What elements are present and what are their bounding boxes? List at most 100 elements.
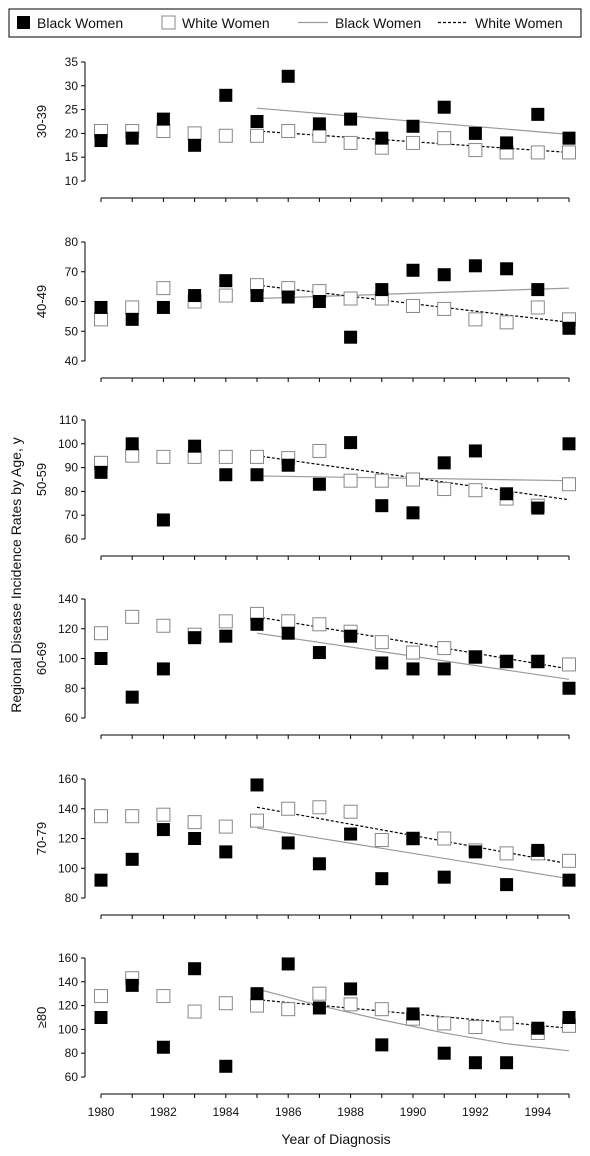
black-women-point (406, 119, 420, 133)
black-women-point (125, 978, 139, 992)
white-women-point (468, 312, 483, 327)
white-women-point (125, 448, 140, 463)
y-tick-label: 140 (58, 975, 78, 989)
y-tick-label: 110 (59, 413, 78, 427)
white-women-point (499, 846, 514, 861)
black-women-point (344, 112, 358, 126)
y-tick-label: 100 (58, 437, 78, 451)
white-women-point (343, 291, 358, 306)
white-women-point (156, 618, 171, 633)
black-women-point (406, 1007, 420, 1021)
black-women-point (406, 832, 420, 845)
black-women-point (219, 845, 233, 859)
x-tick-label: 1990 (400, 1105, 427, 1119)
black-women-point (94, 873, 108, 887)
white-women-point (156, 281, 171, 296)
black-women-point (219, 274, 233, 288)
white-women-point (218, 288, 233, 303)
black-women-point (94, 1011, 108, 1024)
x-tick-label: 1986 (275, 1105, 302, 1119)
black-women-point (531, 654, 545, 668)
white-women-point (281, 801, 296, 816)
black-women-point (437, 662, 451, 676)
black-women-point (188, 962, 202, 976)
y-tick-label: 60 (65, 295, 79, 309)
panel-label: 30-39 (34, 105, 49, 138)
white-women-point (437, 131, 452, 146)
white-women-point (562, 145, 576, 160)
black-women-point (156, 1040, 170, 1054)
white-women-point (94, 312, 108, 327)
panel-label: 70-79 (34, 822, 49, 855)
black-women-point (500, 136, 514, 150)
black-women-point (156, 823, 170, 837)
black-women-point (188, 289, 202, 303)
legend-label: White Women (182, 15, 270, 31)
black-women-point (375, 131, 389, 145)
white-women-point (312, 617, 327, 632)
white-women-point (312, 128, 327, 143)
white-women-point (437, 301, 452, 316)
white-women-point (406, 298, 420, 313)
y-tick-label: 40 (65, 354, 79, 368)
white-women-point (437, 1016, 452, 1031)
black-women-point (219, 629, 233, 643)
black-women-point (531, 1021, 545, 1035)
black-women-point (281, 957, 295, 971)
white-women-point (312, 800, 327, 815)
panel-5: 80 100 120 140 160 70-79 (34, 772, 576, 919)
panel-4: 60 80 100 120 140 60-69 (34, 592, 576, 739)
black-women-point (312, 646, 326, 660)
black-women-point (312, 857, 326, 871)
panel-2: 40 50 60 70 80 40-49 (34, 235, 576, 382)
legend-white-square-icon (161, 15, 176, 30)
white-women-point (250, 449, 264, 464)
white-women-point (218, 819, 233, 834)
black-women-point (468, 259, 482, 273)
panel-6: 60 80 100 120 140 160 ≥80 (34, 951, 576, 1098)
panel-label: ≥80 (34, 1007, 49, 1029)
black-women-point (312, 1001, 326, 1015)
black-women-point (500, 487, 514, 501)
y-tick-label: 160 (58, 951, 78, 965)
black-women-point (125, 131, 139, 145)
panel-label: 40-49 (34, 285, 49, 318)
black-women-point (375, 872, 389, 886)
black-women-trend-line (256, 988, 570, 1052)
white-women-point (312, 443, 327, 458)
black-women-point (125, 437, 139, 451)
black-women-point (468, 1056, 482, 1070)
y-tick-label: 100 (58, 1022, 78, 1036)
x-tick-label: 1980 (88, 1105, 115, 1119)
panels: 10 15 20 25 30 35 30-39 40 50 60 70 80 40-49 60 70 80 90… (34, 55, 576, 1098)
y-axis-title: Regional Disease Incidence Rates by Age,… (8, 437, 24, 713)
white-women-point (187, 126, 202, 141)
white-women-point (562, 853, 576, 868)
white-women-point (187, 815, 202, 830)
white-women-point (94, 626, 108, 641)
panel-3: 60 70 80 90 100 110 50-59 (34, 413, 576, 560)
black-women-point (156, 112, 170, 126)
black-women-point (312, 295, 326, 308)
y-tick-label: 10 (65, 174, 79, 188)
white-women-point (406, 645, 420, 660)
y-tick-label: 50 (65, 324, 79, 338)
white-women-point (94, 809, 108, 824)
black-women-point (562, 681, 576, 695)
black-women-point (468, 126, 482, 140)
black-women-point (562, 437, 576, 451)
white-women-point (250, 998, 264, 1013)
y-tick-label: 70 (65, 265, 79, 279)
legend-box (8, 8, 582, 38)
white-women-point (437, 641, 452, 656)
white-women-point (343, 135, 358, 150)
y-tick-label: 80 (65, 484, 79, 498)
black-women-point (531, 283, 545, 297)
white-women-point (125, 609, 140, 624)
white-women-point (499, 1016, 514, 1031)
white-women-point (406, 135, 420, 150)
white-women-point (562, 477, 576, 492)
white-women-point (374, 635, 389, 650)
panel-label: 50-59 (34, 463, 49, 496)
